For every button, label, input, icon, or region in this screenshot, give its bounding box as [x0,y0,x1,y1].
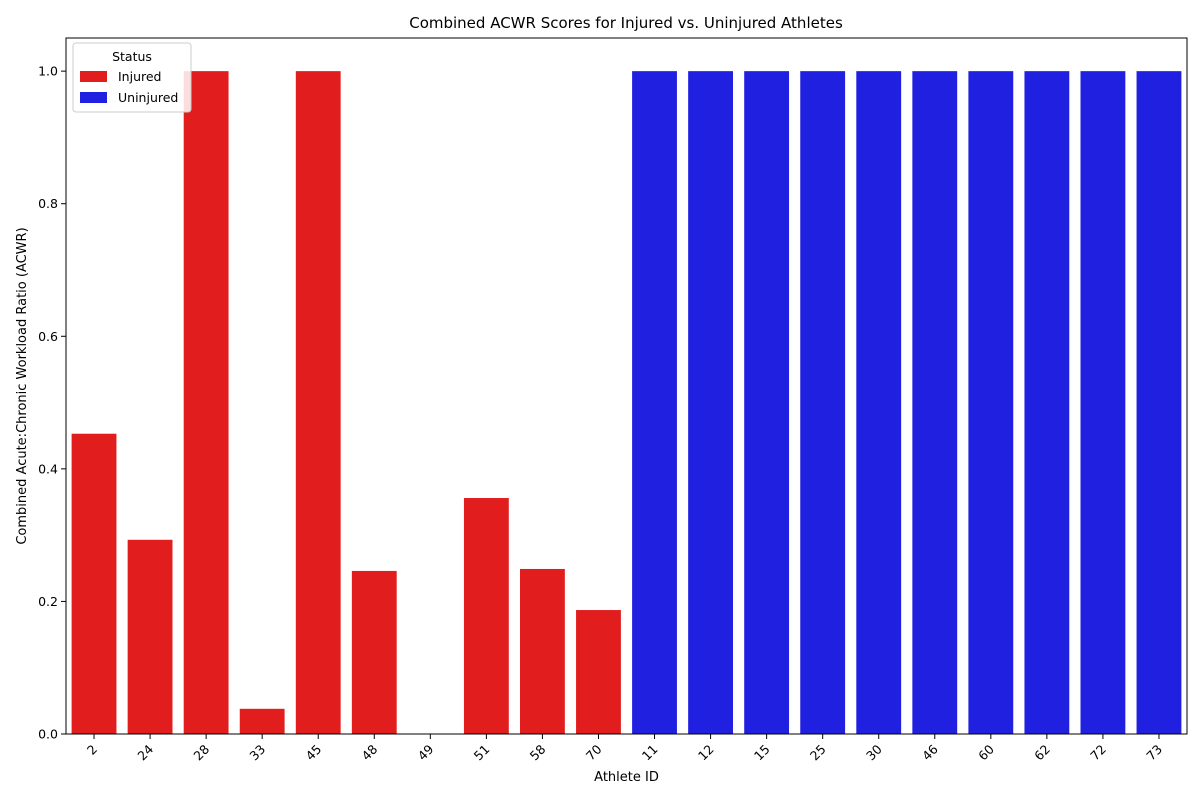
x-tick-label: 28 [190,741,212,763]
bar-uninjured-73 [1136,71,1182,734]
plot-frame [65,37,1188,735]
legend: Status Injured Uninjured [72,42,192,113]
y-tick-label: 0.4 [38,461,58,476]
bar-injured-24 [127,539,173,734]
legend-label-injured: Injured [118,69,162,84]
x-tick-label: 24 [134,741,156,763]
bar-injured-48 [351,570,397,734]
legend-swatch-injured [80,71,107,82]
x-tick-label: 25 [807,742,829,764]
bar-injured-28 [183,71,229,734]
y-tick-label: 1.0 [38,64,58,79]
bar-uninjured-11 [632,71,677,734]
legend-title: Status [112,49,152,64]
x-tick-label: 30 [863,741,885,763]
y-axis-label: Combined Acute:Chronic Workload Ratio (A… [15,227,30,544]
bar-uninjured-12 [688,71,733,734]
x-tick-label: 48 [359,741,381,763]
y-tick-label: 0.2 [38,594,58,609]
x-tick-label: 12 [695,742,717,764]
bar-uninjured-15 [744,71,790,734]
legend-swatch-uninjured [80,92,107,103]
bar-uninjured-62 [1024,71,1070,734]
x-tick-label: 11 [639,742,661,764]
x-axis: 2 24 28 33 45 48 49 51 58 70 11 12 15 25 30 46 60 62 72 73 [84,734,1165,763]
bar-uninjured-30 [856,71,902,734]
x-axis-label: Athlete ID [594,770,659,785]
x-tick-label: 62 [1031,742,1053,764]
y-tick-label: 0.8 [38,196,58,211]
bar-injured-70 [576,610,621,734]
y-tick-label: 0.6 [38,329,58,344]
chart-title: Combined ACWR Scores for Injured vs. Uni… [409,14,843,32]
x-tick-label: 70 [583,741,605,763]
bar-uninjured-72 [1080,71,1126,734]
legend-label-uninjured: Uninjured [118,90,178,105]
x-tick-label: 46 [919,741,941,763]
x-tick-label: 33 [246,742,268,764]
bar-uninjured-60 [968,71,1014,734]
bar-injured-58 [520,568,565,734]
bar-uninjured-25 [800,71,846,734]
y-axis: 0.0 0.2 0.4 0.6 0.8 1.0 [38,64,66,742]
bar-injured-2 [71,433,117,734]
x-tick-label: 58 [527,741,549,763]
plot-area [65,37,1188,735]
bar-uninjured-46 [912,71,958,734]
x-tick-label: 49 [415,741,437,763]
x-tick-label: 51 [471,742,493,764]
x-tick-label: 45 [302,742,324,764]
x-tick-label: 73 [1143,742,1165,764]
bar-injured-45 [295,71,341,734]
x-tick-label: 60 [975,741,997,763]
x-tick-label: 2 [84,742,100,758]
bar-injured-33 [239,708,285,734]
bar-injured-51 [463,498,509,734]
y-tick-label: 0.0 [38,727,58,742]
x-tick-label: 72 [1087,742,1109,764]
x-tick-label: 15 [751,742,773,764]
